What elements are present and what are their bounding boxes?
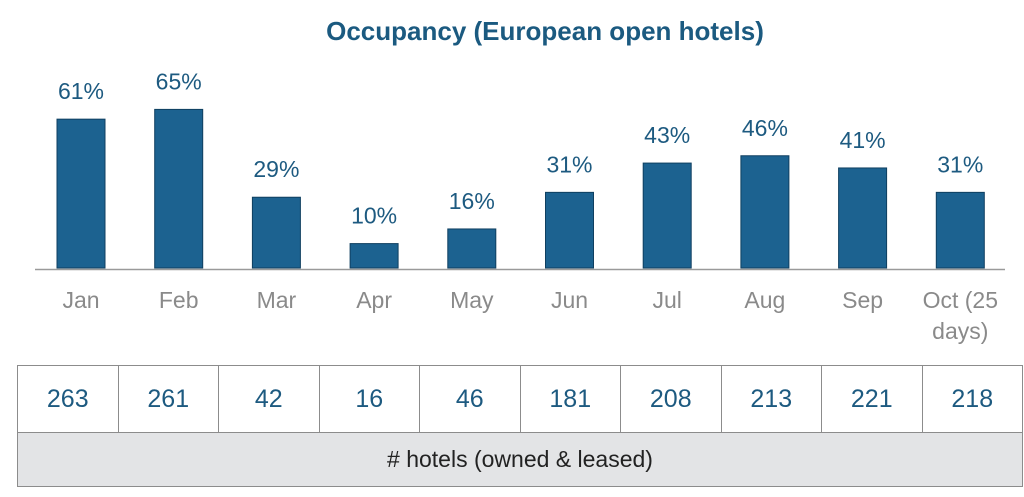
bar [447,228,497,269]
bar [56,118,106,269]
value-label: 31% [937,151,983,177]
bar [838,167,888,269]
bar [642,162,692,269]
bar [154,108,204,269]
table-cell: 263 [17,365,119,433]
value-label: 29% [253,156,299,182]
x-tick-label: Apr [356,287,392,313]
x-tick-label: Jul [652,287,682,313]
value-label: 61% [58,78,104,104]
bar [935,191,985,269]
value-label: 31% [546,151,592,177]
bar [251,196,301,269]
table-cell: 42 [218,365,320,433]
x-tick-label: Sep [842,287,884,313]
table-cell: 181 [519,365,621,433]
x-tick-label: May [450,287,494,313]
table-cell: 218 [921,365,1023,433]
table-cell: 16 [318,365,420,433]
table-cell: 221 [821,365,923,433]
bar [545,191,594,269]
table-cell: 208 [620,365,722,433]
x-tick-label: Jun [550,287,589,313]
bar [349,243,399,269]
value-label: 43% [644,122,690,148]
x-tick-label: Feb [158,287,199,313]
x-tick-label: Mar [256,287,297,313]
value-label: 10% [351,203,397,229]
value-label: 16% [449,188,495,214]
table-label: # hotels (owned & leased) [17,432,1023,487]
chart-title: Occupancy (European open hotels) [326,16,764,46]
value-label: 41% [840,127,886,153]
bar [740,155,790,269]
table-cell: 213 [720,365,822,433]
value-label: 46% [742,115,788,141]
table-cell: 46 [419,365,521,433]
x-tick-label: Jan [62,287,100,313]
value-label: 65% [156,68,202,94]
x-tick-label: Aug [744,287,786,313]
table-cell: 261 [117,365,219,433]
x-tick-label: Oct (25 days) [922,287,998,344]
